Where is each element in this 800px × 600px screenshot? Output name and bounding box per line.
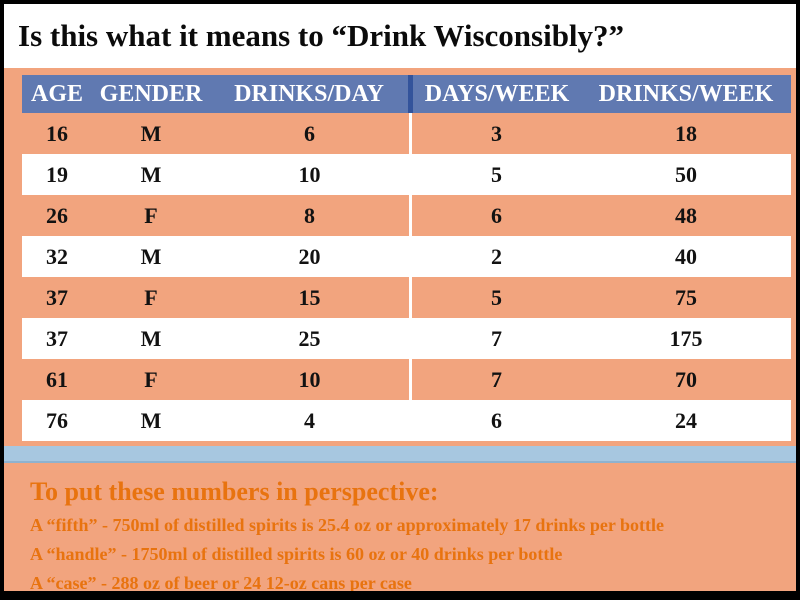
table-cell: 6 <box>409 195 581 236</box>
table-row: 16 M 6 3 18 <box>22 113 791 154</box>
table-cell: 26 <box>46 202 68 228</box>
table-cell: M <box>140 120 162 146</box>
footer-notes: To put these numbers in perspective: A “… <box>4 463 796 593</box>
table-cell: 61 <box>46 366 68 392</box>
table-header-row: AGE GENDER DRINKS/DAY DAYS/WEEK DRINKS/W… <box>22 75 791 113</box>
table-cell: 37 <box>46 284 68 310</box>
table-cell: M <box>140 407 162 433</box>
col-header-gender: GENDER <box>99 80 203 107</box>
table-body: 16 M 6 3 18 19 M 10 5 50 26 F 8 6 48 32 M 20 2 40 37 F 15 5 75 37… <box>22 113 791 441</box>
table-row: 37 F 15 5 75 <box>22 277 791 318</box>
col-header-drinks-week: DRINKS/WEEK <box>598 80 774 107</box>
table-cell: 8 <box>304 202 315 228</box>
table-cell: 6 <box>304 120 315 146</box>
table-row: 19 M 10 5 50 <box>22 154 791 195</box>
footer-line-case: A “case” - 288 oz of beer or 24 12-oz ca… <box>30 573 412 593</box>
table-cell: 70 <box>675 366 697 392</box>
table-row: 37 M 25 7 175 <box>22 318 791 359</box>
table-cell: 2 <box>409 236 581 277</box>
table-cell: F <box>144 366 158 392</box>
table-cell: 32 <box>46 243 68 269</box>
table-cell: 6 <box>409 400 581 441</box>
col-header-age: AGE <box>30 80 83 107</box>
table-cell: 175 <box>669 325 703 351</box>
table-cell: 20 <box>298 243 321 269</box>
table-cell: 16 <box>46 120 68 146</box>
divider-bar <box>4 446 796 463</box>
table-cell: 5 <box>409 154 581 195</box>
table-row: 32 M 20 2 40 <box>22 236 791 277</box>
table-cell: 40 <box>675 243 697 269</box>
table-cell: 25 <box>298 325 321 351</box>
table-cell: 48 <box>675 202 697 228</box>
col-header-days-week: DAYS/WEEK <box>408 75 581 113</box>
table-cell: 7 <box>409 318 581 359</box>
table-cell: 3 <box>409 113 581 154</box>
table-head: AGE GENDER DRINKS/DAY DAYS/WEEK DRINKS/W… <box>22 75 791 113</box>
table-cell: 76 <box>46 407 68 433</box>
table-cell: 15 <box>298 284 321 310</box>
table-cell: F <box>144 284 158 310</box>
drinks-table: AGE GENDER DRINKS/DAY DAYS/WEEK DRINKS/W… <box>22 75 791 441</box>
table-row: 76 M 4 6 24 <box>22 400 791 441</box>
table-cell: 10 <box>298 366 321 392</box>
table-cell: 7 <box>409 359 581 400</box>
footer-line-fifth: A “fifth” - 750ml of distilled spirits i… <box>30 515 665 535</box>
table-cell: 4 <box>304 407 315 433</box>
table-cell: 18 <box>675 120 697 146</box>
footer-heading: To put these numbers in perspective: <box>30 477 439 506</box>
col-header-drinks-day: DRINKS/DAY <box>234 80 384 107</box>
table-cell: M <box>140 325 162 351</box>
table-cell: M <box>140 161 162 187</box>
table-cell: 24 <box>675 407 697 433</box>
table-cell: 5 <box>409 277 581 318</box>
table-row: 26 F 8 6 48 <box>22 195 791 236</box>
table-cell: 50 <box>675 161 697 187</box>
table-row: 61 F 10 7 70 <box>22 359 791 400</box>
table-cell: 75 <box>675 284 697 310</box>
table-cell: M <box>140 243 162 269</box>
footer-line-handle: A “handle” - 1750ml of distilled spirits… <box>30 544 563 564</box>
title-bar: Is this what it means to “Drink Wisconsi… <box>4 4 796 68</box>
table-cell: 10 <box>298 161 321 187</box>
page-title: Is this what it means to “Drink Wisconsi… <box>18 18 625 53</box>
table-cell: 37 <box>46 325 68 351</box>
table-cell: F <box>144 202 158 228</box>
table-cell: 19 <box>46 161 68 187</box>
